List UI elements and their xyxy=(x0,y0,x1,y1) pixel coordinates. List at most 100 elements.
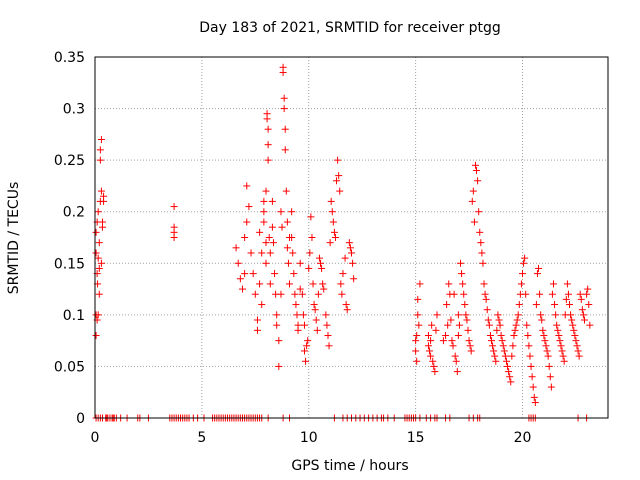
data-point xyxy=(322,311,330,319)
data-point xyxy=(502,357,510,365)
data-point xyxy=(268,197,276,205)
data-point xyxy=(331,234,339,241)
data-point xyxy=(564,290,572,298)
data-point xyxy=(501,352,509,360)
data-point xyxy=(291,290,299,298)
data-point xyxy=(269,239,277,247)
data-point xyxy=(454,331,462,339)
data-point xyxy=(486,331,494,339)
data-point xyxy=(335,172,343,180)
data-point xyxy=(500,347,508,355)
data-point xyxy=(432,326,440,334)
data-point xyxy=(412,347,420,355)
data-point xyxy=(480,280,488,288)
data-point xyxy=(266,249,274,257)
data-point xyxy=(308,234,316,241)
data-point xyxy=(507,378,515,386)
data-point xyxy=(498,337,506,345)
data-point xyxy=(427,352,435,360)
data-point xyxy=(298,290,306,298)
data-point xyxy=(509,342,517,350)
data-point xyxy=(570,326,578,334)
data-point xyxy=(300,321,308,329)
data-point xyxy=(92,331,100,339)
data-point xyxy=(566,301,574,309)
data-point xyxy=(260,197,268,205)
data-point xyxy=(460,290,468,298)
data-point xyxy=(439,337,447,345)
data-point xyxy=(345,239,353,247)
data-point xyxy=(463,316,471,324)
data-point xyxy=(317,259,325,267)
x-tick-label: 20 xyxy=(514,430,532,446)
data-point xyxy=(324,331,332,339)
data-point xyxy=(557,342,565,350)
data-point xyxy=(475,208,483,216)
data-point xyxy=(306,249,314,257)
data-point xyxy=(253,326,261,334)
data-point xyxy=(521,254,529,262)
data-point xyxy=(303,342,311,350)
grid xyxy=(95,57,608,418)
data-point xyxy=(477,239,485,247)
data-point xyxy=(313,326,321,334)
data-point xyxy=(532,301,540,309)
data-point xyxy=(334,156,342,164)
data-point xyxy=(260,208,268,216)
data-point xyxy=(528,373,536,381)
data-point xyxy=(323,321,331,329)
data-point xyxy=(558,347,566,355)
data-point xyxy=(265,234,273,241)
data-point xyxy=(170,203,178,211)
data-point xyxy=(497,331,505,339)
data-point xyxy=(305,264,313,272)
data-point xyxy=(333,177,341,185)
data-point xyxy=(526,352,534,360)
data-point xyxy=(560,357,568,365)
data-point xyxy=(555,331,563,339)
data-point xyxy=(482,295,490,303)
data-point xyxy=(442,331,450,339)
data-point xyxy=(443,301,451,309)
data-point xyxy=(325,342,333,350)
data-point xyxy=(494,311,502,319)
data-point xyxy=(517,280,525,288)
data-point xyxy=(492,357,500,365)
x-axis-label: GPS time / hours xyxy=(291,458,408,474)
plot-frame xyxy=(94,56,609,419)
data-point xyxy=(576,290,584,298)
data-point xyxy=(508,352,516,360)
data-point xyxy=(256,228,264,236)
data-point xyxy=(572,337,580,345)
data-point xyxy=(458,270,466,278)
data-point xyxy=(465,337,473,345)
data-point xyxy=(262,187,270,195)
data-point xyxy=(328,208,336,216)
data-point xyxy=(488,337,496,345)
data-point xyxy=(538,316,546,324)
data-point xyxy=(548,290,556,298)
data-point xyxy=(530,393,538,401)
data-point xyxy=(495,316,503,324)
data-point xyxy=(293,311,301,319)
data-point xyxy=(450,290,458,298)
data-point xyxy=(249,270,257,278)
data-point xyxy=(277,290,285,298)
data-point xyxy=(464,326,472,334)
data-point xyxy=(170,234,178,241)
data-point xyxy=(289,249,297,257)
data-point xyxy=(343,306,351,314)
data-point xyxy=(522,290,530,298)
data-point xyxy=(449,342,457,350)
data-point xyxy=(479,259,487,267)
data-point xyxy=(296,259,304,267)
data-point xyxy=(448,337,456,345)
data-point xyxy=(414,311,422,319)
data-point xyxy=(454,311,462,319)
data-point xyxy=(350,275,358,283)
data-point xyxy=(416,280,424,288)
data-point xyxy=(459,280,467,288)
data-point xyxy=(584,285,592,293)
data-point xyxy=(580,316,588,324)
